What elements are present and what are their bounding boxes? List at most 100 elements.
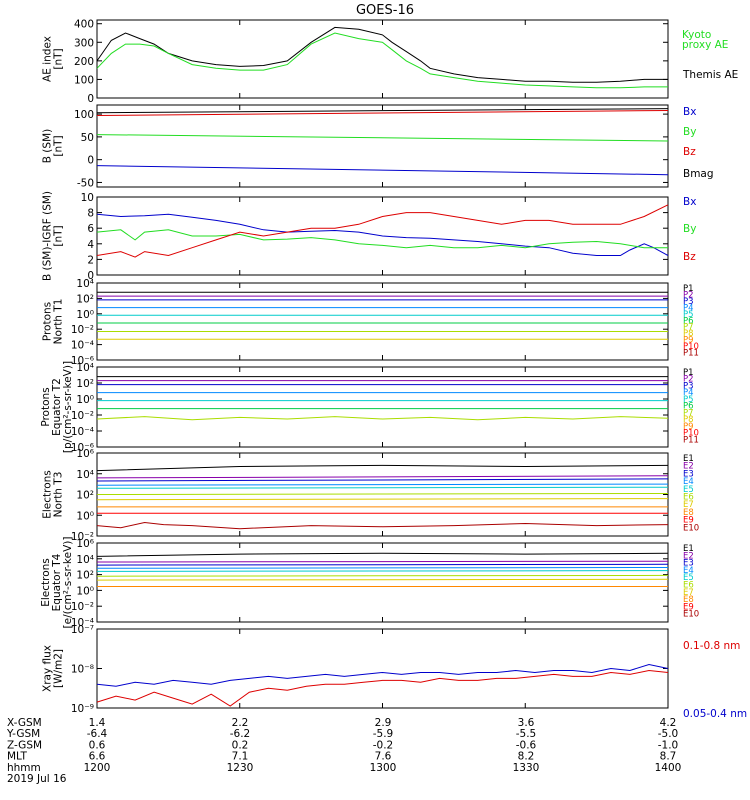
legend-entry: P8 (683, 415, 694, 425)
legend-entry: proxy AE (682, 39, 728, 51)
y-tick-label: 10⁴ (76, 278, 94, 290)
y-tick-label: 10⁰ (76, 309, 94, 321)
series-line-bz (96, 204, 669, 258)
legend-entry: P4 (683, 388, 694, 398)
legend-entry: P6 (683, 402, 694, 412)
panel-xray: 10⁻⁹ 10⁻⁸ 10⁻⁷ Xray flux [W/m2] 0.1-0.8 nm 0.0… (42, 624, 748, 720)
y-axis-label: [p/(cm²-s-sr-keV)] (62, 361, 74, 453)
ephemeris-value: -6.2 (230, 728, 251, 740)
legend-entry: 0.1-0.8 nm (683, 640, 740, 652)
ephemeris-value: -1.0 (658, 739, 679, 751)
panel-frame (96, 19, 669, 99)
series-line-e4 (96, 483, 669, 486)
series-line-by (96, 134, 669, 142)
legend-entry: By (683, 126, 696, 138)
ephemeris-value: 1200 (84, 762, 111, 774)
legend-entry: Bmag (683, 168, 714, 180)
ephemeris-value: 2.9 (375, 717, 392, 729)
legend-entry: E8 (683, 508, 694, 518)
series-line-themis-ae (96, 26, 668, 83)
legend-entry: E3 (683, 559, 694, 569)
legend-entry: E1 (683, 454, 694, 464)
ephemeris-value: 2.2 (232, 717, 249, 729)
y-tick-label: 10⁰ (76, 585, 94, 597)
panel-frame (96, 628, 669, 709)
ephemeris-value: 4.2 (660, 717, 677, 729)
y-tick-label: 8 (87, 208, 94, 220)
legend-entry: E2 (683, 551, 694, 561)
legend-entry: P1 (683, 284, 694, 294)
ephemeris-value: -0.2 (373, 739, 394, 751)
y-tick-label: 10⁻⁴ (71, 617, 94, 629)
y-tick-label: 10⁰ (76, 510, 94, 522)
series-line-e5 (96, 570, 669, 572)
legend-entry: P1 (683, 368, 694, 378)
ephemeris-value: -5.5 (516, 728, 537, 740)
series-line-0-1-0-8-nm (96, 669, 669, 707)
legend-entry: P8 (683, 329, 694, 339)
series-line-kyoto-proxy-ae (96, 32, 668, 89)
ephemeris-label: MLT (7, 751, 27, 763)
legend-entry: P10 (683, 342, 699, 352)
series-line-0-05-0-4-nm (96, 663, 669, 687)
y-axis-label: Equator T2 (51, 378, 63, 436)
series-line-bx (96, 213, 669, 256)
y-tick-label: 10⁴ (76, 469, 94, 481)
legend-entry: P10 (683, 429, 699, 439)
legend-entry: P3 (683, 381, 694, 391)
y-tick-label: 10⁶ (76, 538, 94, 550)
y-axis-label: [W/m2] (53, 649, 65, 688)
ephemeris-value: 7.1 (232, 751, 249, 763)
y-tick-label: 0 (87, 93, 94, 105)
panel-frame (96, 366, 669, 448)
legend-entry: By (683, 223, 696, 235)
y-tick-label: 10⁻² (71, 601, 94, 613)
y-axis-label: [nT] (53, 225, 65, 246)
ephemeris-label: X-GSM (7, 717, 42, 729)
panel-electrons-t4: 10⁻⁴ 10⁻² 10⁰ 10² 10⁴ 10⁶ Electrons Equator T4[… (40, 537, 699, 629)
series-line-e1 (96, 464, 669, 472)
legend-entry: E7 (683, 588, 694, 598)
panel-b-sm: -50 0 50 100 B (SM) [nT] Bx By Bz Bmag (42, 104, 714, 189)
legend-entry: E9 (683, 516, 694, 526)
legend-entry: P9 (683, 422, 694, 432)
y-tick-label: 300 (74, 37, 94, 49)
y-tick-label: 100 (74, 109, 94, 121)
y-tick-label: 2 (87, 254, 94, 266)
ephemeris-value: 1300 (370, 762, 397, 774)
ephemeris-value: 0.2 (232, 739, 249, 751)
y-tick-label: 10⁻⁴ (71, 340, 94, 352)
ephemeris-value: 8.7 (660, 751, 677, 763)
y-axis-label: North T1 (53, 299, 65, 345)
legend-entry: E5 (683, 485, 694, 495)
ephemeris-value: -6.4 (87, 728, 108, 740)
y-tick-label: 10⁻⁶ (71, 355, 94, 367)
legend-entry: P7 (683, 408, 694, 418)
y-axis-label: B (SM)-IGRF (SM) (42, 191, 54, 281)
ephemeris-label: Y-GSM (6, 728, 40, 740)
y-axis-label: Protons (42, 302, 54, 341)
legend-entry: P5 (683, 395, 694, 405)
y-tick-label: 10² (76, 570, 94, 582)
y-tick-label: -50 (77, 177, 94, 189)
legend-entry: E4 (683, 566, 694, 576)
series-line-e5 (96, 486, 669, 489)
ephemeris-label: Z-GSM (7, 739, 42, 751)
y-axis-label: AE index (42, 36, 54, 82)
legend-entry: P5 (683, 310, 694, 320)
legend-entry: P6 (683, 316, 694, 326)
legend-entry: E2 (683, 462, 694, 472)
date-label: 2019 Jul 16 (7, 773, 67, 785)
legend-entry: P7 (683, 323, 694, 333)
ephemeris-value: 3.6 (518, 717, 535, 729)
y-tick-label: 0 (87, 155, 94, 167)
panel-protons-t2: 10⁻⁶ 10⁻⁴ 10⁻² 10⁰ 10² 10⁴ Protons Equator T2 [p… (40, 361, 699, 454)
y-tick-label: 10⁻² (71, 410, 94, 422)
series-line-bx (96, 165, 669, 176)
y-axis-label: Electrons (40, 558, 52, 607)
series-line-p7 (96, 416, 669, 421)
y-tick-label: 10⁻⁹ (71, 703, 94, 715)
legend-entry: E1 (683, 544, 694, 554)
